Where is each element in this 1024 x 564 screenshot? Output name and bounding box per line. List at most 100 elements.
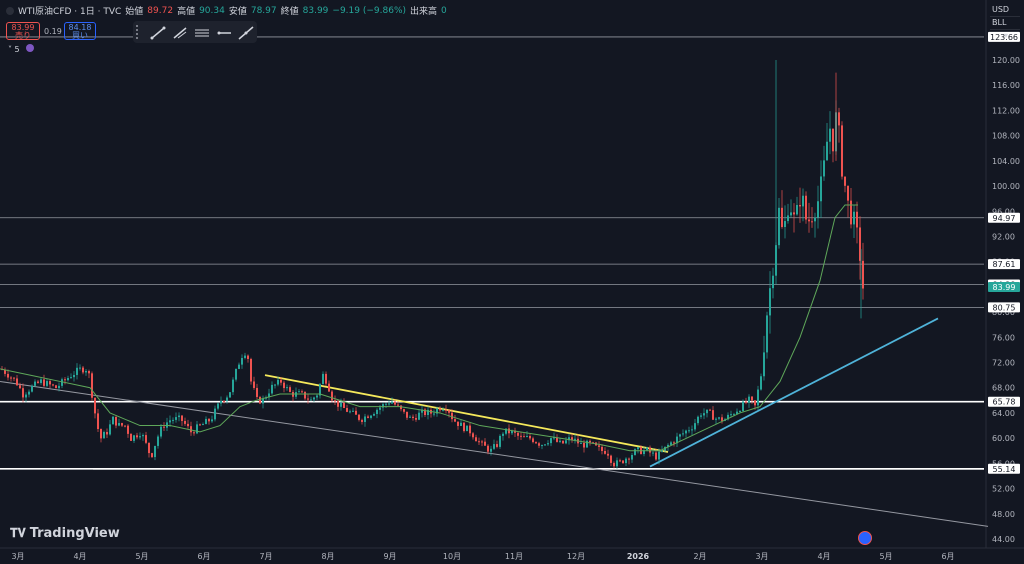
candle-body xyxy=(166,422,168,428)
candle-body xyxy=(559,440,561,442)
candle-body xyxy=(502,433,504,436)
candle-body xyxy=(808,219,810,222)
candle-body xyxy=(448,410,450,413)
candle-body xyxy=(703,413,705,416)
candle-body xyxy=(190,426,192,433)
candle-body xyxy=(520,435,522,437)
candle-body xyxy=(85,370,87,373)
unit-label[interactable]: BLL xyxy=(990,17,1020,30)
drag-handle-icon[interactable] xyxy=(136,25,144,39)
currency-selector[interactable]: USD BLL ▾ xyxy=(990,4,1020,42)
candle-body xyxy=(778,207,780,246)
last-price-label: 83.99 xyxy=(993,283,1016,292)
candle-body xyxy=(358,414,360,420)
candle-body xyxy=(490,448,492,452)
candle-body xyxy=(496,444,498,447)
candle-body xyxy=(853,211,855,225)
candle-body xyxy=(826,141,828,161)
candle-body xyxy=(394,401,396,405)
candle-body xyxy=(433,413,435,415)
x-tick-label: 8月 xyxy=(321,552,334,561)
x-tick-label: 4月 xyxy=(73,552,86,561)
candle-body xyxy=(172,419,174,421)
x-tick-label: 5月 xyxy=(135,552,148,561)
candle-body xyxy=(322,373,324,385)
candle-body xyxy=(64,379,66,381)
candle-body xyxy=(142,435,144,437)
candle-body xyxy=(316,395,318,398)
candle-body xyxy=(586,440,588,448)
candle-body xyxy=(823,160,825,177)
candle-body xyxy=(211,419,213,422)
candle-body xyxy=(124,425,126,427)
symbol-title[interactable]: WTI原油CFD · 1日 · TVC xyxy=(18,7,122,17)
parallel-channel-icon[interactable] xyxy=(194,25,210,39)
candle-body xyxy=(469,425,471,434)
horizontal-ray-icon[interactable] xyxy=(216,25,232,39)
currency-label[interactable]: USD xyxy=(990,4,1020,17)
price-label-box xyxy=(988,396,1020,407)
indicator-legend[interactable]: ˅ 5 xyxy=(8,44,35,54)
chevron-down-icon[interactable]: ˅ xyxy=(8,45,12,54)
open-value: 89.72 xyxy=(147,5,174,16)
ray-tool-icon[interactable] xyxy=(172,25,188,39)
candle-body xyxy=(376,409,378,414)
candle-body xyxy=(760,376,762,390)
candle-body xyxy=(637,447,639,450)
candle-body xyxy=(706,409,708,414)
change-value: −9.19 (−9.86%) xyxy=(332,5,407,16)
candle-body xyxy=(109,424,111,435)
y-tick-label: 104.00 xyxy=(992,157,1020,166)
candle-body xyxy=(658,451,660,460)
candle-body xyxy=(136,435,138,438)
candle-body xyxy=(550,438,552,444)
candle-body xyxy=(406,411,408,418)
candle-body xyxy=(19,385,21,389)
candle-body xyxy=(214,408,216,420)
candle-body xyxy=(409,416,411,418)
candle-body xyxy=(364,416,366,422)
candle-body xyxy=(181,415,183,421)
candle-body xyxy=(187,423,189,427)
candle-body xyxy=(91,373,93,398)
candle-body xyxy=(325,373,327,384)
us-flag-icon[interactable] xyxy=(858,531,872,545)
extended-line-icon[interactable] xyxy=(238,25,254,40)
candle-body xyxy=(439,408,441,411)
candle-body xyxy=(712,410,714,420)
x-tick-label: 9月 xyxy=(383,552,396,561)
candle-body xyxy=(580,442,582,444)
candle-body xyxy=(283,382,285,389)
candle-body xyxy=(532,438,534,443)
candle-body xyxy=(598,445,600,447)
candle-body xyxy=(670,442,672,445)
candle-body xyxy=(844,176,846,186)
candle-body xyxy=(391,401,393,404)
candle-body xyxy=(622,460,624,464)
candle-body xyxy=(517,432,519,436)
trendline-tool-icon[interactable] xyxy=(150,25,166,40)
indicator-settings-icon[interactable] xyxy=(26,44,35,52)
x-tick-label: 2026 xyxy=(627,552,650,561)
candle-body xyxy=(226,397,228,402)
candle-body xyxy=(511,430,513,434)
sell-button[interactable]: 83.99 売り xyxy=(6,22,40,40)
candle-body xyxy=(655,452,657,460)
y-tick-label: 48.00 xyxy=(992,510,1015,519)
chevron-down-icon[interactable]: ▾ xyxy=(1003,31,1008,40)
open-label: 始値 xyxy=(125,7,144,17)
candle-body xyxy=(859,227,861,261)
buy-button[interactable]: 84.18 買い xyxy=(64,22,96,40)
x-tick-label: 2月 xyxy=(693,552,706,561)
candle-body xyxy=(589,440,591,443)
candle-body xyxy=(403,409,405,412)
candle-body xyxy=(592,442,594,444)
drawing-toolbar xyxy=(133,21,257,43)
y-tick-label: 44.00 xyxy=(992,535,1015,544)
candle-body xyxy=(505,428,507,434)
candle-body xyxy=(217,403,219,409)
candle-body xyxy=(493,444,495,449)
candle-body xyxy=(157,436,159,446)
candle-body xyxy=(175,417,177,420)
